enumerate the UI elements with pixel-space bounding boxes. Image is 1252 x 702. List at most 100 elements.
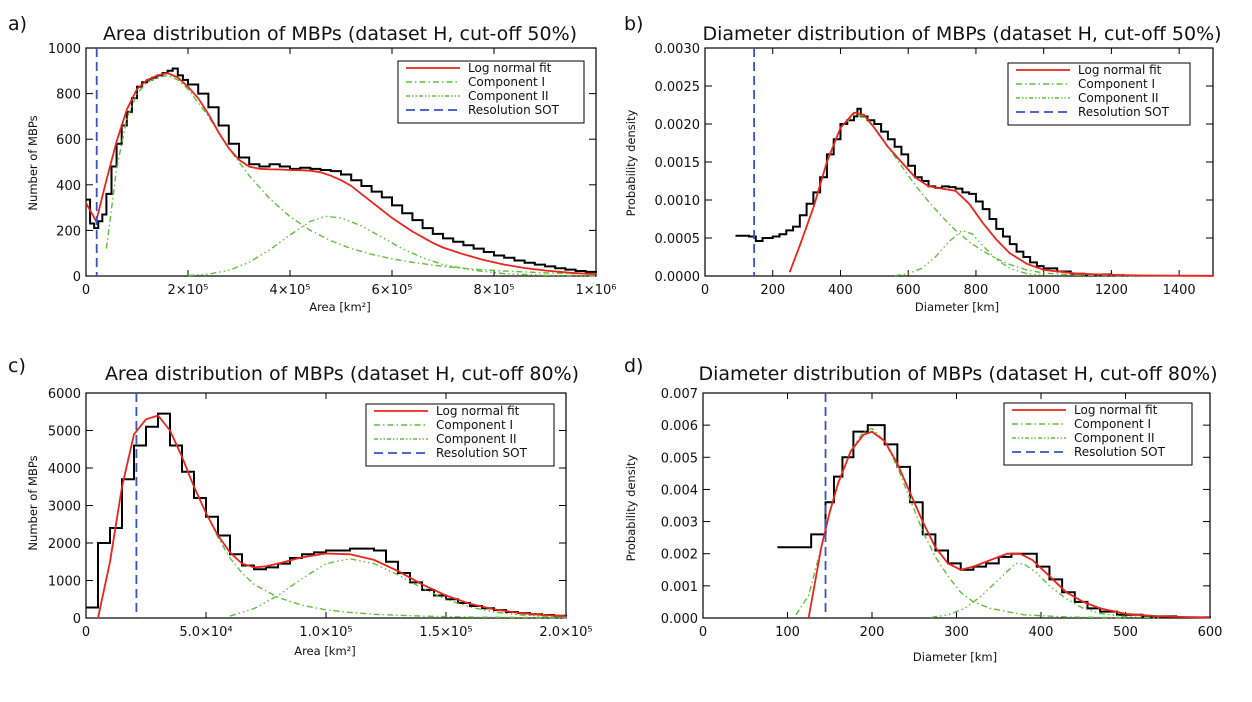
x-tick-label: 0 xyxy=(82,283,90,298)
panel-label: d) xyxy=(624,355,643,377)
y-tick-label: 0.0000 xyxy=(655,270,701,285)
lognormal-fit-curve xyxy=(85,72,597,276)
y-tick-label: 0 xyxy=(73,612,81,627)
y-tick-label: 0.0025 xyxy=(655,80,701,95)
panel-c: c) Area distribution of MBPs (dataset H,… xyxy=(8,355,593,658)
legend-label: Resolution SOT xyxy=(436,446,528,460)
x-axis-label: Diameter [km] xyxy=(915,300,999,314)
chart-title: Area distribution of MBPs (dataset H, cu… xyxy=(105,363,579,385)
y-tick-label: 0.0010 xyxy=(655,194,701,209)
x-tick-label: 0 xyxy=(82,625,90,640)
legend-label: Resolution SOT xyxy=(468,103,560,117)
legend-label: Log normal fit xyxy=(436,404,520,418)
y-tick-label: 0.002 xyxy=(661,548,698,563)
x-axis-label: Area [km²] xyxy=(309,300,371,314)
panel-label: a) xyxy=(8,13,27,35)
histogram-series xyxy=(86,67,597,273)
x-tick-label: 400 xyxy=(828,283,853,298)
x-tick-label: 2×10⁵ xyxy=(168,283,209,298)
y-tick-label: 2000 xyxy=(48,537,81,552)
y-tick-label: 0.006 xyxy=(661,419,698,434)
legend xyxy=(365,403,555,467)
x-tick-label: 200 xyxy=(760,283,785,298)
component-1-curve xyxy=(97,414,567,619)
legend-label: Component II xyxy=(436,432,517,446)
component-2-curve xyxy=(229,558,567,618)
x-tick-label: 800 xyxy=(964,283,989,298)
legend xyxy=(397,60,585,124)
x-tick-label: 600 xyxy=(896,283,921,298)
x-tick-label: 2.0×10⁵ xyxy=(539,625,592,640)
y-tick-label: 200 xyxy=(56,224,81,239)
legend xyxy=(1007,62,1191,126)
y-tick-label: 6000 xyxy=(48,387,81,402)
x-tick-label: 600 xyxy=(1198,625,1223,640)
x-tick-label: 400 xyxy=(1029,625,1054,640)
x-tick-label: 1.0×10⁵ xyxy=(299,625,352,640)
component-2-curve xyxy=(187,215,597,277)
panel-label: b) xyxy=(624,13,643,35)
x-tick-label: 100 xyxy=(775,625,800,640)
y-axis-label: Number of MBPs xyxy=(26,115,40,210)
chart-title: Area distribution of MBPs (dataset H, cu… xyxy=(103,23,577,45)
legend xyxy=(1003,402,1193,466)
legend-label: Component II xyxy=(468,89,549,103)
panel-a: a) Area distribution of MBPs (dataset H,… xyxy=(8,13,616,314)
x-axis-label: Diameter [km] xyxy=(913,650,997,664)
x-tick-label: 1000 xyxy=(1027,283,1060,298)
y-axis-label: Probability density xyxy=(624,110,638,217)
y-tick-label: 4000 xyxy=(48,462,81,477)
y-tick-label: 0.001 xyxy=(661,580,698,595)
y-tick-label: 5000 xyxy=(48,425,81,440)
x-tick-label: 200 xyxy=(860,625,885,640)
component-1-curve xyxy=(789,114,1146,277)
lognormal-fit-curve xyxy=(807,430,1211,619)
legend-label: Component II xyxy=(1078,91,1159,105)
chart-title: Diameter distribution of MBPs (dataset H… xyxy=(698,363,1217,385)
legend-label: Component I xyxy=(1074,417,1151,431)
x-tick-label: 6×10⁵ xyxy=(372,283,413,298)
legend-label: Component I xyxy=(436,418,513,432)
y-tick-label: 0.0030 xyxy=(655,42,701,57)
y-tick-label: 0.007 xyxy=(661,387,698,402)
x-tick-label: 5.0×10⁴ xyxy=(179,625,232,640)
y-tick-label: 1000 xyxy=(48,575,81,590)
y-tick-label: 0.0020 xyxy=(655,118,701,133)
x-tick-label: 1×10⁶ xyxy=(576,283,617,298)
x-tick-label: 1400 xyxy=(1163,283,1196,298)
lognormal-fit-curve xyxy=(97,414,567,619)
y-tick-label: 0.0015 xyxy=(655,156,701,171)
x-tick-label: 0 xyxy=(701,283,709,298)
component-2-curve xyxy=(894,229,1044,277)
legend-label: Component I xyxy=(468,75,545,89)
component-1-curve xyxy=(795,427,1126,619)
y-tick-label: 0.003 xyxy=(661,516,698,531)
y-tick-label: 0.000 xyxy=(661,612,698,627)
x-tick-label: 8×10⁵ xyxy=(474,283,515,298)
legend-label: Component I xyxy=(1078,77,1155,91)
y-axis-label: Probability density xyxy=(624,455,638,562)
panel-d: d) Diameter distribution of MBPs (datase… xyxy=(624,355,1222,664)
x-tick-label: 0 xyxy=(699,625,707,640)
y-tick-label: 3000 xyxy=(48,500,81,515)
y-tick-label: 0.004 xyxy=(661,483,698,498)
panel-b: b) Diameter distribution of MBPs (datase… xyxy=(624,13,1222,314)
legend-label: Resolution SOT xyxy=(1074,445,1166,459)
x-axis-label: Area [km²] xyxy=(294,644,356,658)
x-tick-label: 4×10⁵ xyxy=(270,283,311,298)
x-tick-label: 1200 xyxy=(1095,283,1128,298)
legend-label: Log normal fit xyxy=(468,61,552,75)
y-tick-label: 0.005 xyxy=(661,451,698,466)
legend-label: Log normal fit xyxy=(1078,63,1162,77)
plot-frame xyxy=(85,47,597,277)
chart-title: Diameter distribution of MBPs (dataset H… xyxy=(702,23,1221,45)
panel-label: c) xyxy=(8,355,26,377)
x-tick-label: 1.5×10⁵ xyxy=(419,625,472,640)
y-tick-label: 1000 xyxy=(48,42,81,57)
lognormal-fit-curve xyxy=(788,111,1214,277)
y-tick-label: 0.0005 xyxy=(655,232,701,247)
y-tick-label: 600 xyxy=(56,133,81,148)
legend-label: Component II xyxy=(1074,431,1155,445)
x-tick-label: 500 xyxy=(1113,625,1138,640)
